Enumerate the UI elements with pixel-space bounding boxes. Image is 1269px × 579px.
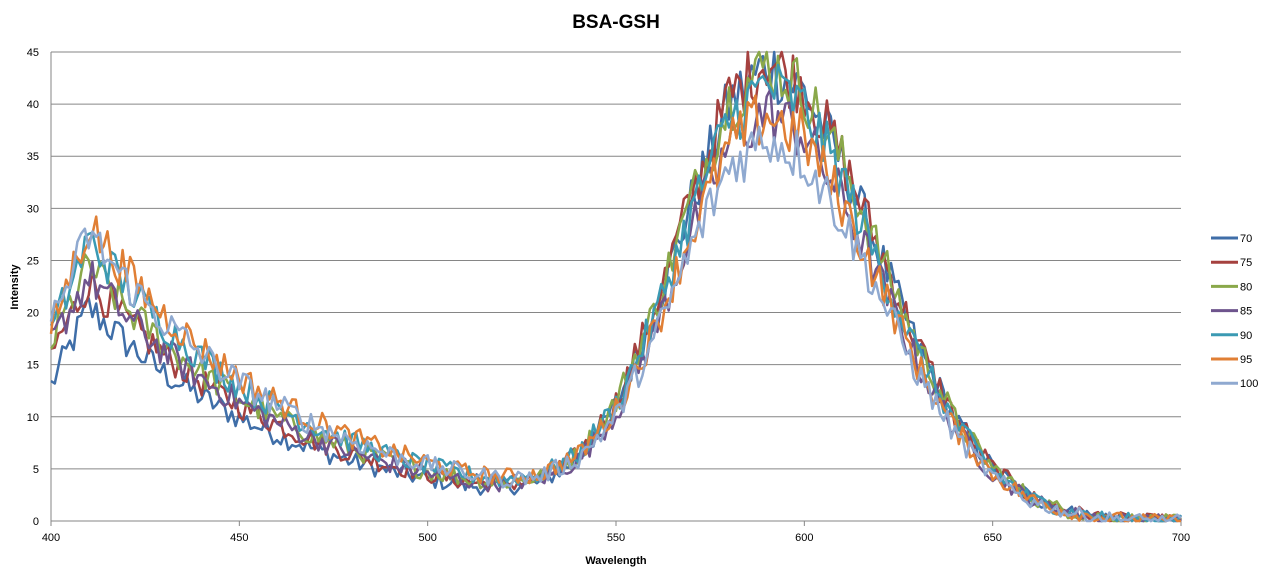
x-axis-ticks: 400 450 500 550 600 650 700 [42, 521, 1190, 544]
y-tick-label: 0 [33, 516, 39, 528]
y-tick-label: 40 [27, 99, 39, 111]
legend: 70 75 80 85 90 95 100 [1211, 233, 1258, 390]
legend-label: 80 [1240, 281, 1252, 293]
series-line-75 [50, 50, 1182, 523]
series-line-80 [49, 50, 1182, 523]
legend-label: 95 [1240, 354, 1252, 366]
series-line-100 [49, 125, 1182, 523]
series-line-95 [49, 94, 1181, 523]
x-tick-label: 600 [795, 532, 813, 544]
x-tick-label: 400 [42, 532, 60, 544]
x-tick-label: 500 [418, 532, 436, 544]
y-tick-label: 20 [27, 308, 39, 320]
series-lines [49, 50, 1183, 523]
x-tick-label: 550 [607, 532, 625, 544]
x-tick-label: 700 [1172, 532, 1190, 544]
x-tick-label: 650 [983, 532, 1001, 544]
y-tick-label: 45 [27, 47, 39, 59]
legend-label: 75 [1240, 257, 1252, 269]
legend-label: 70 [1240, 233, 1252, 245]
y-tick-label: 15 [27, 360, 39, 372]
gridlines [50, 51, 1181, 522]
legend-label: 85 [1240, 306, 1252, 318]
y-axis-ticks: 0 5 10 15 20 25 30 35 40 45 [27, 47, 39, 528]
x-axis-label: Wavelength [585, 555, 647, 567]
legend-label: 100 [1240, 378, 1258, 390]
chart-title: BSA-GSH [572, 12, 660, 33]
y-tick-label: 10 [27, 412, 39, 424]
legend-label: 90 [1240, 330, 1252, 342]
y-tick-label: 25 [27, 255, 39, 267]
series-line-85 [50, 88, 1183, 523]
y-tick-label: 35 [27, 151, 39, 163]
series-line-90 [49, 63, 1182, 523]
series-line-70 [50, 50, 1183, 523]
y-tick-label: 30 [27, 203, 39, 215]
y-axis-label: Intensity [9, 264, 21, 310]
x-tick-label: 450 [230, 532, 248, 544]
y-tick-label: 5 [33, 464, 39, 476]
